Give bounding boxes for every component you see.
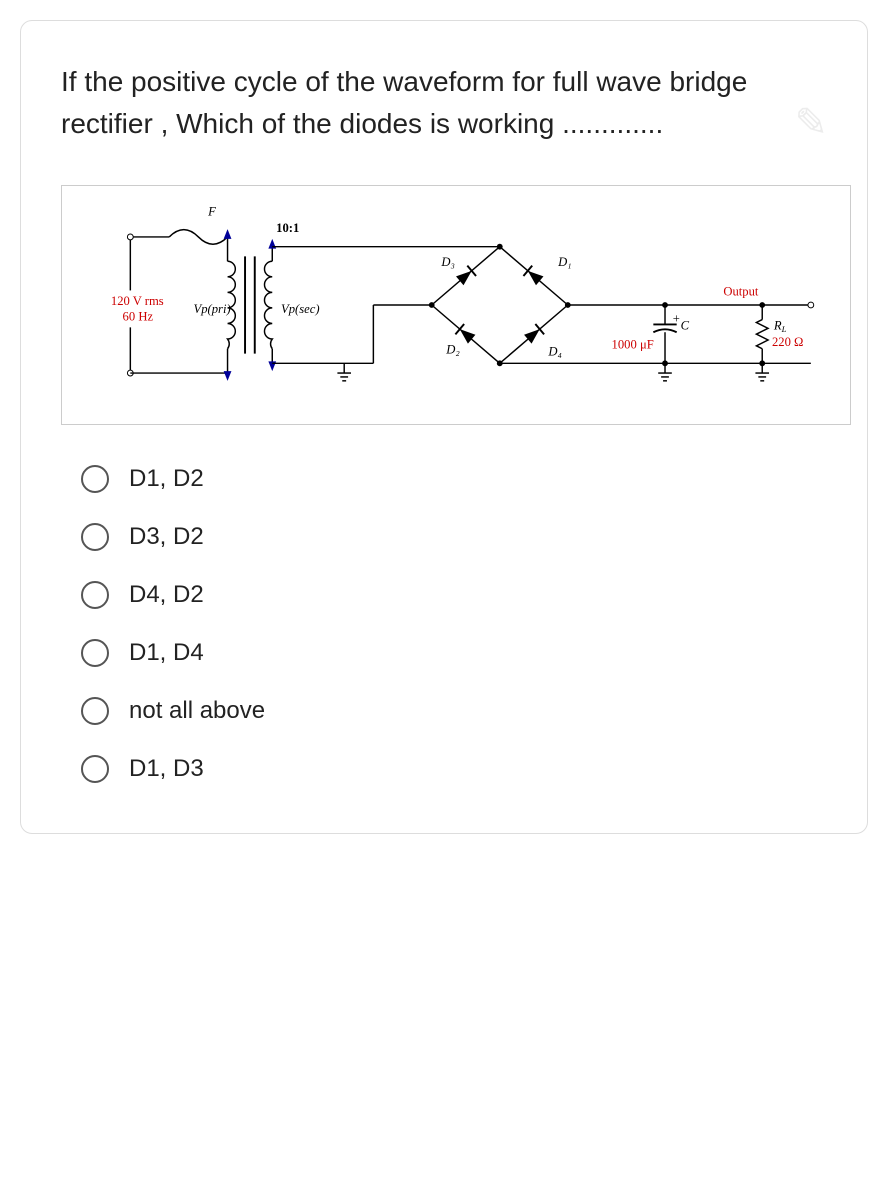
option-label: D4, D2 (129, 581, 204, 609)
fuse-label: F (207, 205, 216, 219)
source-freq: 60 Hz (123, 310, 154, 324)
vsec-label: Vp(sec) (281, 302, 320, 316)
radio-icon (81, 697, 109, 725)
options-list: D1, D2 D3, D2 D4, D2 D1, D4 not all abov… (61, 465, 827, 783)
option-6[interactable]: D1, D3 (81, 755, 827, 783)
option-label: D1, D3 (129, 755, 204, 783)
question-text: If the positive cycle of the waveform fo… (61, 61, 827, 145)
radio-icon (81, 465, 109, 493)
vpri-label: Vp(pri) (194, 302, 231, 316)
option-2[interactable]: D3, D2 (81, 523, 827, 551)
d4-label: D₄ (547, 345, 562, 359)
radio-icon (81, 523, 109, 551)
rl-sub: L (781, 324, 787, 334)
circuit-diagram: F 120 V rms 60 Hz Vp(pri) 1 (61, 185, 851, 425)
svg-text:+: + (673, 311, 680, 325)
option-label: not all above (129, 697, 265, 725)
svg-text:RL: RL (773, 318, 787, 334)
source-voltage: 120 V rms (111, 294, 164, 308)
option-5[interactable]: not all above (81, 697, 827, 725)
option-label: D1, D4 (129, 639, 204, 667)
d3-label: D₃ (440, 255, 455, 269)
watermark-icon: ✎ (794, 100, 828, 146)
option-label: D3, D2 (129, 523, 204, 551)
ratio-label: 10:1 (276, 221, 299, 235)
radio-icon (81, 581, 109, 609)
cap-label: C (681, 318, 690, 332)
circuit-svg: F 120 V rms 60 Hz Vp(pri) 1 (72, 196, 840, 414)
rl-label: R (773, 318, 782, 332)
radio-icon (81, 639, 109, 667)
option-3[interactable]: D4, D2 (81, 581, 827, 609)
rl-value: 220 Ω (772, 335, 803, 349)
option-1[interactable]: D1, D2 (81, 465, 827, 493)
option-4[interactable]: D1, D4 (81, 639, 827, 667)
radio-icon (81, 755, 109, 783)
output-label: Output (723, 284, 759, 298)
cap-value: 1000 μF (612, 338, 654, 352)
d1-label: D₁ (557, 255, 572, 269)
d2-label: D₂ (445, 343, 460, 357)
option-label: D1, D2 (129, 465, 204, 493)
question-card: ✎ If the positive cycle of the waveform … (20, 20, 868, 834)
